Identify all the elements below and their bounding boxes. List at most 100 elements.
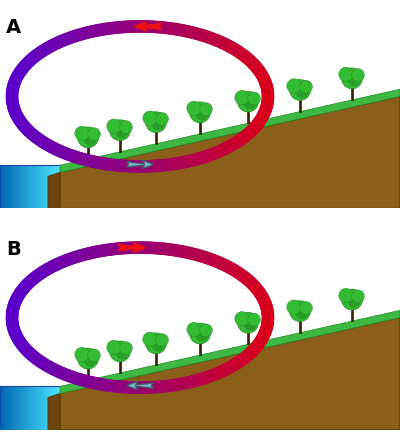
Polygon shape (31, 165, 32, 208)
Circle shape (238, 91, 258, 112)
Polygon shape (58, 386, 59, 430)
Polygon shape (40, 165, 41, 208)
Polygon shape (0, 386, 1, 430)
Polygon shape (35, 165, 36, 208)
Polygon shape (39, 165, 40, 208)
Bar (118, 139, 122, 152)
Bar (198, 121, 202, 134)
Polygon shape (23, 386, 24, 430)
Polygon shape (14, 386, 15, 430)
Polygon shape (60, 311, 400, 394)
Polygon shape (26, 165, 27, 208)
Bar (86, 146, 89, 159)
Polygon shape (17, 386, 18, 430)
Polygon shape (50, 386, 51, 430)
Circle shape (300, 80, 312, 93)
Bar (246, 110, 250, 123)
Polygon shape (37, 386, 38, 430)
Polygon shape (46, 386, 47, 430)
Polygon shape (30, 386, 31, 430)
Polygon shape (52, 386, 53, 430)
Circle shape (78, 127, 98, 148)
Circle shape (190, 102, 210, 123)
Polygon shape (10, 386, 11, 430)
Circle shape (78, 348, 98, 369)
Circle shape (235, 311, 249, 326)
Polygon shape (54, 386, 55, 430)
Circle shape (352, 69, 364, 81)
Polygon shape (42, 386, 43, 430)
Polygon shape (23, 165, 24, 208)
Polygon shape (25, 165, 26, 208)
Polygon shape (39, 386, 40, 430)
Polygon shape (42, 165, 43, 208)
Circle shape (187, 322, 201, 337)
Polygon shape (22, 165, 23, 208)
Polygon shape (4, 386, 5, 430)
Polygon shape (57, 165, 58, 208)
Circle shape (290, 80, 310, 100)
Polygon shape (2, 386, 3, 430)
Circle shape (300, 301, 312, 314)
Polygon shape (57, 386, 58, 430)
Polygon shape (22, 386, 23, 430)
Polygon shape (12, 165, 13, 208)
Polygon shape (5, 165, 6, 208)
Circle shape (244, 318, 256, 331)
Circle shape (339, 288, 353, 303)
Polygon shape (45, 165, 46, 208)
Polygon shape (20, 165, 21, 208)
Polygon shape (59, 386, 60, 430)
Polygon shape (10, 165, 11, 208)
Polygon shape (48, 165, 49, 208)
Polygon shape (43, 165, 44, 208)
Circle shape (348, 74, 360, 87)
Polygon shape (48, 173, 60, 208)
Polygon shape (31, 386, 32, 430)
Circle shape (146, 112, 166, 133)
Polygon shape (56, 165, 57, 208)
Polygon shape (48, 394, 60, 430)
Polygon shape (11, 386, 12, 430)
Circle shape (107, 119, 121, 134)
Polygon shape (41, 165, 42, 208)
Circle shape (235, 90, 249, 105)
Polygon shape (58, 165, 59, 208)
Polygon shape (38, 386, 39, 430)
Circle shape (200, 324, 212, 337)
Polygon shape (3, 165, 4, 208)
Polygon shape (33, 165, 34, 208)
Polygon shape (6, 165, 7, 208)
Circle shape (88, 349, 100, 362)
Circle shape (143, 332, 157, 346)
Bar (198, 342, 202, 355)
Polygon shape (48, 386, 49, 430)
Circle shape (107, 340, 121, 355)
Circle shape (152, 339, 164, 352)
Polygon shape (60, 165, 160, 208)
Polygon shape (55, 386, 56, 430)
Bar (350, 308, 354, 321)
Circle shape (342, 289, 362, 310)
Polygon shape (8, 386, 9, 430)
Circle shape (238, 312, 258, 333)
Polygon shape (1, 165, 2, 208)
Circle shape (287, 300, 301, 314)
Bar (86, 367, 89, 380)
Polygon shape (51, 165, 52, 208)
Polygon shape (60, 386, 160, 430)
Polygon shape (54, 165, 55, 208)
Polygon shape (32, 386, 33, 430)
Polygon shape (6, 386, 7, 430)
Polygon shape (21, 165, 22, 208)
Polygon shape (13, 165, 14, 208)
Polygon shape (38, 165, 39, 208)
Polygon shape (28, 386, 29, 430)
Circle shape (84, 354, 96, 367)
Polygon shape (27, 386, 28, 430)
Polygon shape (14, 165, 15, 208)
Polygon shape (47, 165, 48, 208)
Polygon shape (36, 165, 37, 208)
Polygon shape (43, 386, 44, 430)
Bar (298, 320, 302, 333)
